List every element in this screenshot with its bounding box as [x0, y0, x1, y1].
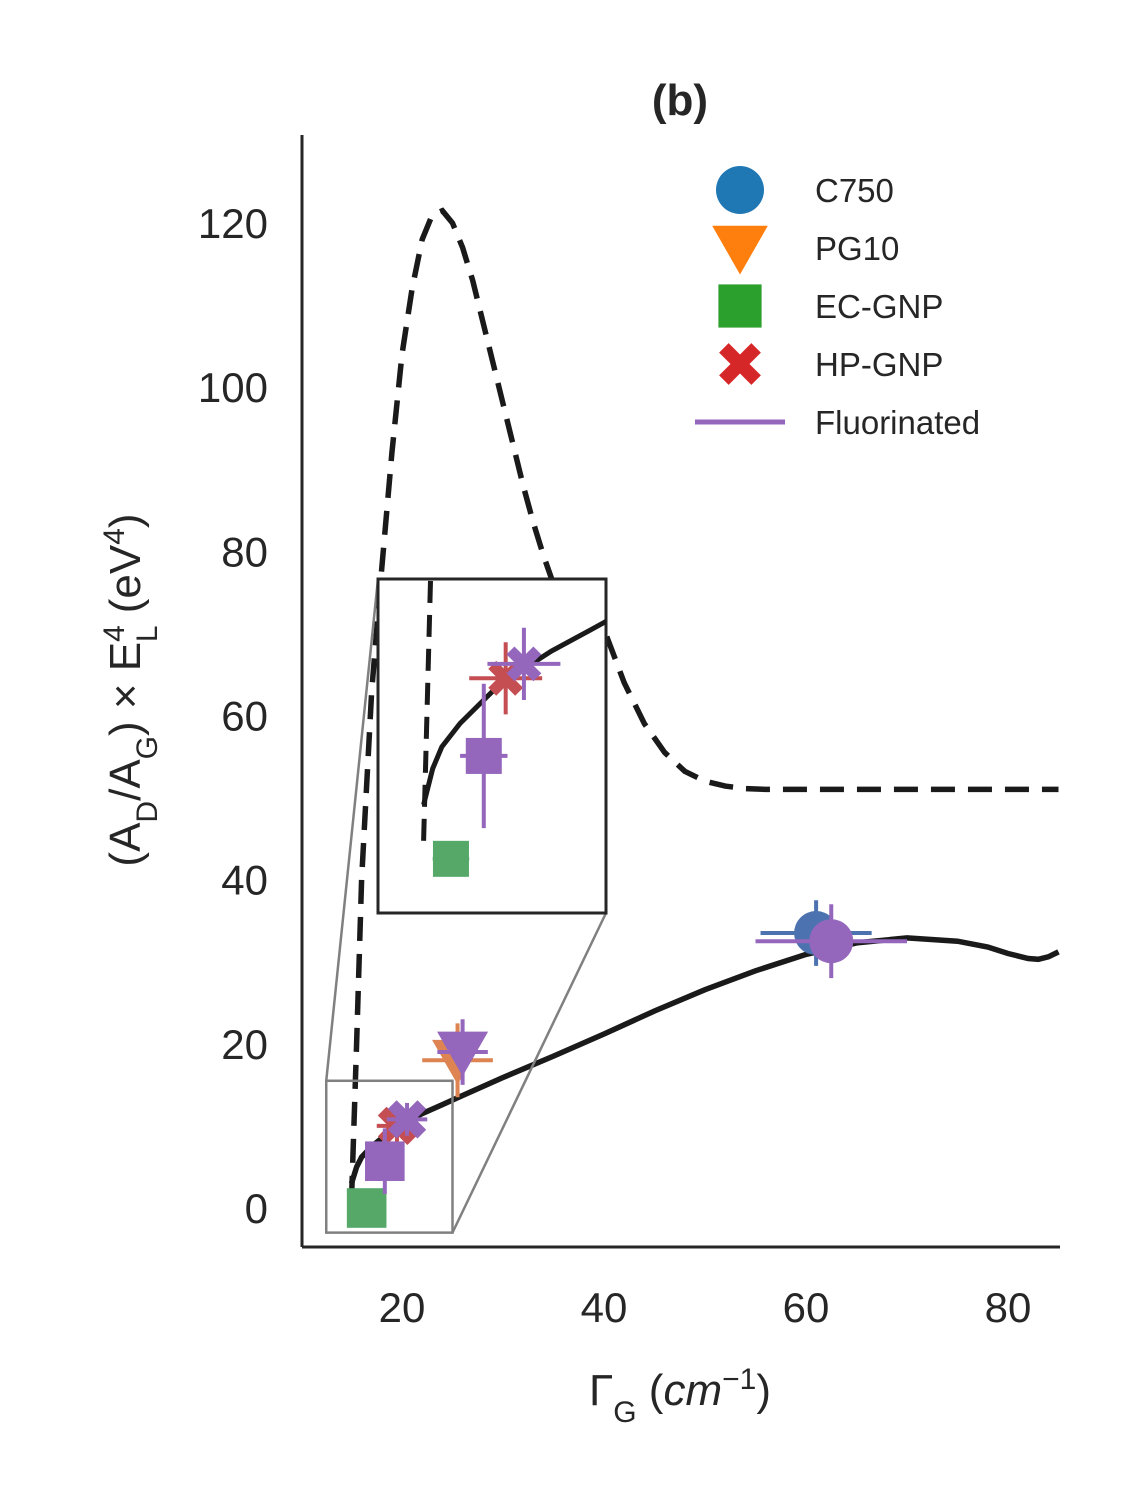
legend-item-fluorinated: Fluorinated: [695, 404, 980, 441]
pg10-fluorinated-point: [437, 1019, 489, 1085]
legend-ec-gnp-marker: [718, 284, 762, 328]
pg10-fluorinated-marker: [437, 1031, 489, 1077]
hp-gnp-fluorinated-marker: [387, 1100, 427, 1139]
chart-title: (b): [652, 76, 708, 125]
zoom-connector-line: [325, 578, 380, 1081]
zoom-source-box: [325, 1079, 454, 1234]
legend-label: PG10: [815, 230, 899, 267]
c750-fluorinated-marker: [809, 919, 854, 964]
legend-item-pg10: PG10: [712, 225, 899, 275]
legend-label: Fluorinated: [815, 404, 980, 441]
inset-hp-gnp-fluorinated-point: [487, 627, 561, 700]
ec-gnp-marker: [346, 1188, 387, 1228]
inset-ec-gnp-point: [432, 840, 470, 877]
inset-hp-gnp-fluorinated-marker: [506, 646, 542, 682]
y-tick-label: 20: [221, 1021, 268, 1068]
data-points: [346, 900, 907, 1228]
legend-label: EC-GNP: [815, 288, 943, 325]
y-tick-label: 40: [221, 857, 268, 904]
c750-fluorinated-point: [755, 904, 907, 979]
legend-pg10-marker: [712, 225, 768, 275]
legend-hp-gnp-marker: [719, 343, 761, 385]
y-tick-label: 100: [198, 364, 268, 411]
legend-item-hp-gnp: HP-GNP: [719, 343, 943, 385]
legend-item-c750: C750: [716, 166, 894, 214]
ec-gnp-fluorinated-point: [365, 1128, 405, 1195]
legend: C750 PG10 EC-GNP HP-GNP Fluorinated: [695, 166, 980, 441]
inset-ec-gnp-fluorinated-point: [460, 683, 508, 829]
x-tick-label: 40: [581, 1284, 628, 1331]
y-tick-label: 0: [245, 1185, 268, 1232]
y-axis-label: (AD/AG) × E4L (eV4): [98, 513, 164, 866]
x-tick-label: 20: [379, 1284, 426, 1331]
x-tick-label: 80: [985, 1284, 1032, 1331]
axes: 20 40 60 80 0 20 40 60 80 100 120: [198, 135, 1060, 1331]
dashed-model-curve: [348, 207, 1059, 1200]
ec-gnp-fluorinated-marker: [365, 1141, 405, 1182]
y-tick-label: 120: [198, 200, 268, 247]
hp-gnp-fluorinated-point: [386, 1100, 428, 1139]
x-tick-label: 60: [783, 1284, 830, 1331]
zoom-connector-line: [451, 912, 608, 1234]
zoom-inset: [325, 577, 608, 1234]
inset-ec-gnp-fluorinated-marker: [465, 737, 502, 774]
legend-label: C750: [815, 172, 894, 209]
x-axis-label: ΓG (cm−1): [589, 1363, 771, 1429]
inset-content: [421, 579, 606, 877]
ec-gnp-point: [346, 1188, 387, 1228]
legend-label: HP-GNP: [815, 346, 943, 383]
y-tick-label: 60: [221, 693, 268, 740]
legend-item-ec-gnp: EC-GNP: [718, 284, 943, 328]
y-tick-label: 80: [221, 528, 268, 575]
legend-c750-marker: [716, 166, 764, 214]
inset-ec-gnp-marker: [432, 840, 469, 877]
